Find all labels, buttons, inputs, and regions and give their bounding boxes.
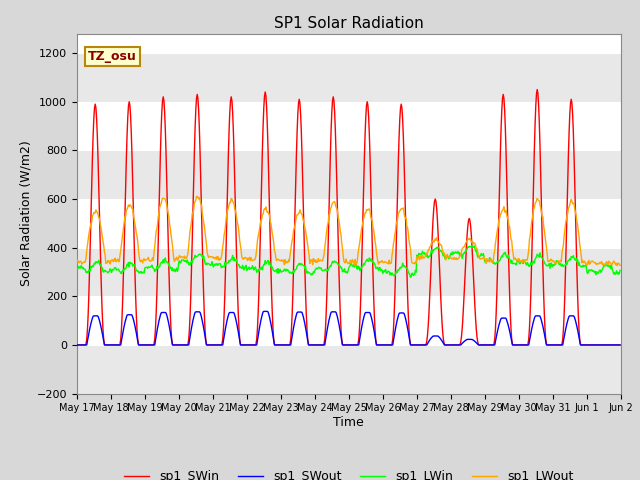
Bar <box>77 248 621 296</box>
Line: sp1_LWout: sp1_LWout <box>77 196 620 266</box>
Text: TZ_osu: TZ_osu <box>88 50 136 63</box>
Line: sp1_SWin: sp1_SWin <box>77 90 620 345</box>
Bar <box>77 345 621 394</box>
Y-axis label: Solar Radiation (W/m2): Solar Radiation (W/m2) <box>19 141 33 287</box>
Line: sp1_LWin: sp1_LWin <box>77 246 620 277</box>
Bar <box>77 150 621 199</box>
Bar <box>77 53 621 102</box>
Legend: sp1_SWin, sp1_SWout, sp1_LWin, sp1_LWout: sp1_SWin, sp1_SWout, sp1_LWin, sp1_LWout <box>119 465 579 480</box>
Title: SP1 Solar Radiation: SP1 Solar Radiation <box>274 16 424 31</box>
X-axis label: Time: Time <box>333 416 364 429</box>
Line: sp1_SWout: sp1_SWout <box>77 312 620 345</box>
